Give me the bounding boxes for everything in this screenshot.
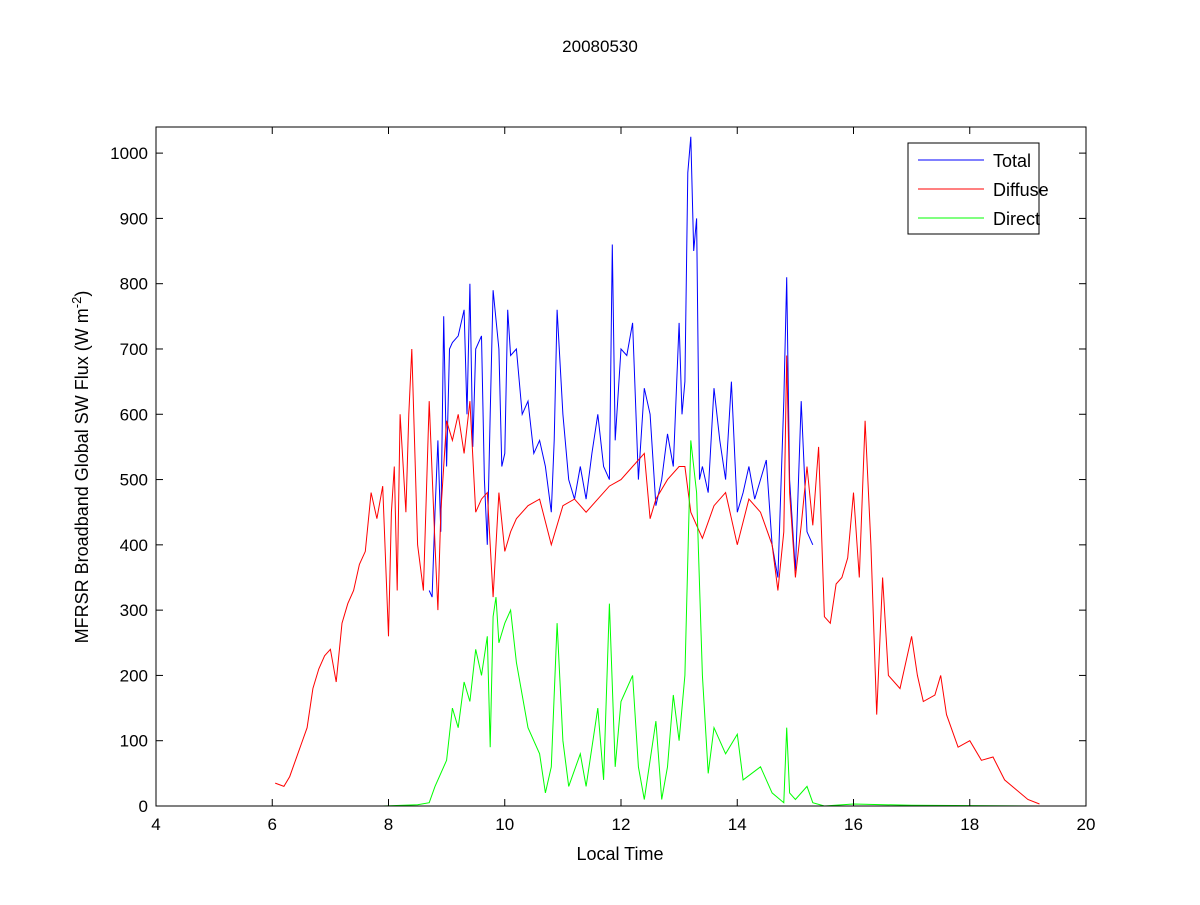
axis-ticks: 4 6 8 10 12 14 16 18 200100200300400500600700800…: [110, 127, 1095, 834]
x-axis-label: Local Time: [576, 844, 663, 864]
y-tick-label: 100: [120, 732, 148, 751]
series-line-diffuse: [275, 348, 1040, 805]
y-tick-label: 900: [120, 209, 148, 228]
series-line-total: [428, 136, 814, 598]
y-axis-label-end: ): [72, 291, 92, 297]
chart-title: 20080530: [562, 37, 638, 56]
y-tick-label: 800: [120, 275, 148, 294]
y-tick-label: 700: [120, 340, 148, 359]
y-axis-label-main: MFRSR Broadband Global SW Flux (W m: [72, 308, 92, 643]
y-tick-label: 400: [120, 536, 148, 555]
y-tick-label: 0: [139, 797, 148, 816]
y-tick-label: 500: [120, 471, 148, 490]
x-tick-label: 8: [384, 815, 393, 834]
x-tick-label: 20: [1077, 815, 1096, 834]
x-tick-label: 18: [960, 815, 979, 834]
legend: Total Diffuse Direct: [907, 142, 1049, 235]
y-tick-label: 300: [120, 601, 148, 620]
x-tick-label: 16: [844, 815, 863, 834]
x-tick-label: 12: [612, 815, 631, 834]
y-tick-label: 200: [120, 666, 148, 685]
legend-label-diffuse: Diffuse: [993, 180, 1049, 200]
x-tick-label: 4: [151, 815, 160, 834]
y-tick-label: 600: [120, 405, 148, 424]
x-tick-label: 6: [268, 815, 277, 834]
series-line-direct: [382, 440, 1040, 807]
x-tick-label: 10: [495, 815, 514, 834]
y-tick-label: 1000: [110, 144, 148, 163]
x-tick-label: 14: [728, 815, 747, 834]
y-axis-label: MFRSR Broadband Global SW Flux (W m-2): [69, 291, 92, 644]
legend-label-total: Total: [993, 151, 1031, 171]
series-layer: [275, 136, 1040, 807]
legend-label-direct: Direct: [993, 209, 1040, 229]
y-axis-label-sup: -2: [69, 297, 84, 309]
